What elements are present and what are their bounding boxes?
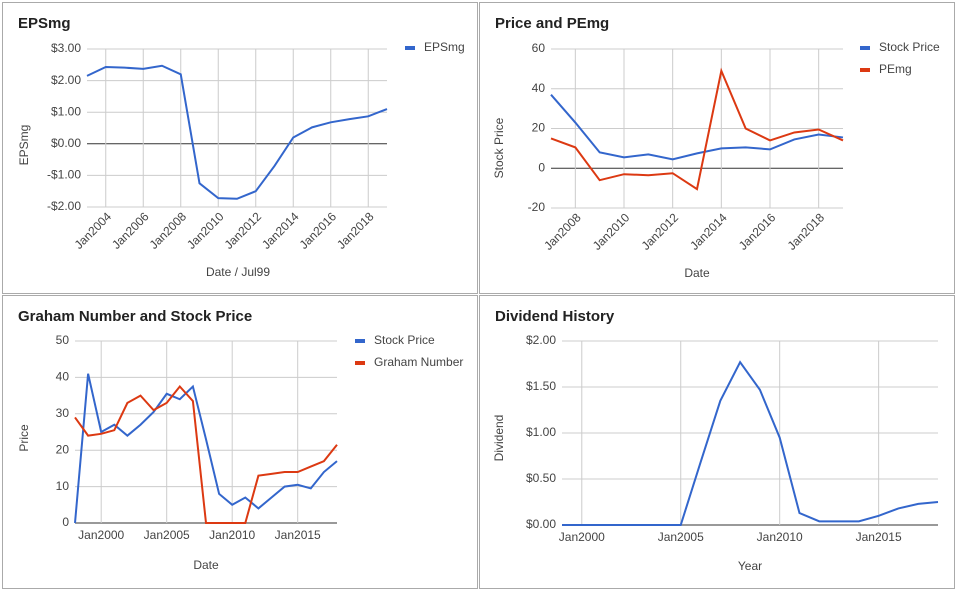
y-tick-label: $2.00 bbox=[526, 333, 556, 347]
legend-swatch bbox=[405, 46, 415, 50]
legend-swatch bbox=[355, 339, 365, 343]
x-tick-label: Jan2010 bbox=[209, 528, 255, 542]
panel bbox=[479, 2, 955, 294]
series-line bbox=[74, 373, 338, 524]
legend-label: EPSmg bbox=[424, 40, 465, 54]
x-axis-label: Date bbox=[684, 266, 710, 280]
y-axis-label: EPSmg bbox=[17, 125, 31, 166]
chart-title: Graham Number and Stock Price bbox=[18, 308, 252, 325]
y-axis-label: Dividend bbox=[492, 415, 506, 462]
y-tick-label: 40 bbox=[56, 370, 70, 384]
y-axis-label: Price bbox=[17, 424, 31, 452]
panel bbox=[479, 295, 955, 589]
y-tick-label: -20 bbox=[528, 200, 546, 214]
x-tick-label: Jan2015 bbox=[856, 530, 902, 544]
chart-title: Price and PEmg bbox=[495, 15, 609, 32]
y-tick-label: $0.50 bbox=[526, 471, 556, 485]
y-axis-label: Stock Price bbox=[492, 117, 506, 178]
y-tick-label: -$1.00 bbox=[47, 168, 81, 182]
x-axis-label: Year bbox=[738, 559, 762, 573]
chart-title: Dividend History bbox=[495, 308, 615, 325]
y-tick-label: 50 bbox=[56, 333, 70, 347]
y-tick-label: 0 bbox=[538, 160, 545, 174]
legend-label: Stock Price bbox=[879, 40, 940, 54]
legend-swatch bbox=[860, 68, 870, 72]
series-line bbox=[74, 384, 338, 524]
y-tick-label: 30 bbox=[56, 406, 70, 420]
series-line bbox=[86, 64, 388, 200]
y-tick-label: 60 bbox=[532, 41, 546, 55]
panel bbox=[2, 2, 478, 294]
legend-label: Graham Number bbox=[374, 355, 463, 369]
legend-swatch bbox=[355, 361, 365, 365]
series-line bbox=[562, 360, 939, 526]
y-tick-label: $2.00 bbox=[51, 73, 81, 87]
y-tick-label: -$2.00 bbox=[47, 199, 81, 213]
y-tick-label: 0 bbox=[62, 515, 69, 529]
x-tick-label: Jan2005 bbox=[144, 528, 190, 542]
x-tick-label: Jan2000 bbox=[78, 528, 124, 542]
y-tick-label: $1.00 bbox=[51, 104, 81, 118]
y-tick-label: 10 bbox=[56, 479, 70, 493]
x-tick-label: Jan2010 bbox=[757, 530, 803, 544]
y-tick-label: $0.00 bbox=[51, 136, 81, 150]
y-tick-label: $0.00 bbox=[526, 517, 556, 531]
legend-label: Stock Price bbox=[374, 333, 435, 347]
x-tick-label: Jan2015 bbox=[275, 528, 321, 542]
x-axis-label: Date bbox=[193, 558, 219, 572]
series-line bbox=[550, 67, 844, 191]
x-tick-label: Jan2000 bbox=[559, 530, 605, 544]
chart-title: EPSmg bbox=[18, 15, 71, 32]
y-tick-label: 20 bbox=[532, 121, 546, 135]
x-axis-label: Date / Jul99 bbox=[206, 265, 270, 279]
y-tick-label: 40 bbox=[532, 81, 546, 95]
legend-swatch bbox=[860, 46, 870, 50]
x-tick-label: Jan2005 bbox=[658, 530, 704, 544]
series-line bbox=[550, 94, 844, 161]
y-tick-label: $1.50 bbox=[526, 379, 556, 393]
y-tick-label: $1.00 bbox=[526, 425, 556, 439]
y-tick-label: 20 bbox=[56, 442, 70, 456]
y-tick-label: $3.00 bbox=[51, 41, 81, 55]
legend-label: PEmg bbox=[879, 62, 912, 76]
